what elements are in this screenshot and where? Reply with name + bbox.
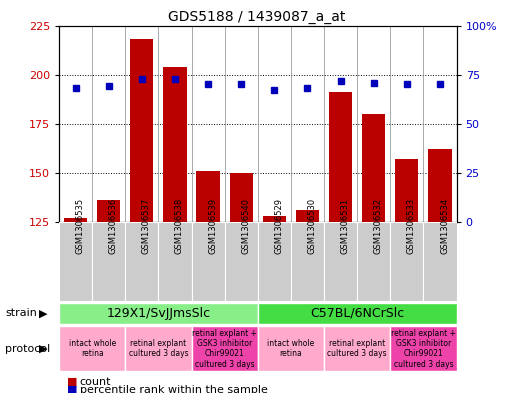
Bar bbox=[196, 171, 220, 222]
Text: ▶: ▶ bbox=[38, 309, 47, 318]
Bar bbox=[357, 222, 390, 301]
Text: GSM1306532: GSM1306532 bbox=[374, 198, 383, 254]
Bar bbox=[130, 39, 153, 222]
Text: GSM1306535: GSM1306535 bbox=[75, 198, 85, 254]
Bar bbox=[423, 222, 457, 301]
Bar bbox=[396, 159, 419, 222]
Bar bbox=[296, 210, 319, 222]
Bar bbox=[59, 326, 125, 371]
Text: C57BL/6NCrSlc: C57BL/6NCrSlc bbox=[310, 307, 404, 320]
Text: GSM1306530: GSM1306530 bbox=[307, 198, 317, 254]
Text: GDS5188 / 1439087_a_at: GDS5188 / 1439087_a_at bbox=[168, 10, 345, 24]
Bar bbox=[125, 326, 191, 371]
Bar bbox=[258, 222, 291, 301]
Bar bbox=[191, 326, 258, 371]
Bar bbox=[191, 222, 225, 301]
Text: GSM1306534: GSM1306534 bbox=[440, 198, 449, 254]
Bar bbox=[159, 222, 191, 301]
Text: GSM1306537: GSM1306537 bbox=[142, 198, 151, 254]
Bar bbox=[163, 67, 187, 222]
Text: intact whole
retina: intact whole retina bbox=[69, 339, 116, 358]
Bar bbox=[324, 222, 357, 301]
Text: GSM1306539: GSM1306539 bbox=[208, 198, 217, 254]
Text: GSM1306529: GSM1306529 bbox=[274, 198, 283, 254]
Bar bbox=[258, 326, 324, 371]
Text: GSM1306531: GSM1306531 bbox=[341, 198, 350, 254]
Bar bbox=[329, 92, 352, 222]
Text: retinal explant
cultured 3 days: retinal explant cultured 3 days bbox=[129, 339, 188, 358]
Text: ▶: ▶ bbox=[38, 344, 47, 354]
Text: GSM1306536: GSM1306536 bbox=[109, 198, 117, 254]
Bar bbox=[59, 303, 258, 324]
Bar bbox=[97, 200, 120, 222]
Text: intact whole
retina: intact whole retina bbox=[267, 339, 314, 358]
Bar bbox=[64, 218, 87, 222]
Bar bbox=[291, 222, 324, 301]
Bar bbox=[362, 114, 385, 222]
Text: ■: ■ bbox=[67, 385, 77, 393]
Text: retinal explant
cultured 3 days: retinal explant cultured 3 days bbox=[327, 339, 387, 358]
Bar bbox=[390, 222, 423, 301]
Bar bbox=[92, 222, 125, 301]
Text: retinal explant +
GSK3 inhibitor
Chir99021
cultured 3 days: retinal explant + GSK3 inhibitor Chir990… bbox=[391, 329, 456, 369]
Bar bbox=[263, 216, 286, 222]
Text: GSM1306540: GSM1306540 bbox=[241, 198, 250, 254]
Bar bbox=[258, 303, 457, 324]
Text: ■: ■ bbox=[67, 377, 77, 387]
Bar bbox=[324, 326, 390, 371]
Bar bbox=[225, 222, 258, 301]
Text: retinal explant +
GSK3 inhibitor
Chir99021
cultured 3 days: retinal explant + GSK3 inhibitor Chir990… bbox=[192, 329, 257, 369]
Bar bbox=[59, 222, 92, 301]
Bar bbox=[230, 173, 253, 222]
Text: count: count bbox=[80, 377, 111, 387]
Bar bbox=[125, 222, 159, 301]
Text: strain: strain bbox=[5, 309, 37, 318]
Text: 129X1/SvJJmsSlc: 129X1/SvJJmsSlc bbox=[106, 307, 210, 320]
Bar bbox=[390, 326, 457, 371]
Bar bbox=[428, 149, 451, 222]
Text: GSM1306533: GSM1306533 bbox=[407, 198, 416, 254]
Text: GSM1306538: GSM1306538 bbox=[175, 198, 184, 254]
Text: percentile rank within the sample: percentile rank within the sample bbox=[80, 385, 267, 393]
Text: protocol: protocol bbox=[5, 344, 50, 354]
